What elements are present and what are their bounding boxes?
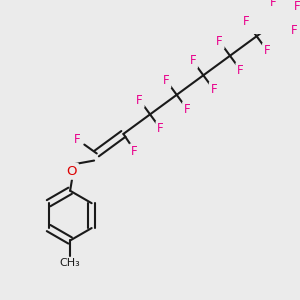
Text: F: F	[157, 122, 164, 135]
Text: F: F	[269, 0, 276, 9]
Text: F: F	[190, 55, 196, 68]
Text: F: F	[264, 44, 271, 57]
Text: F: F	[136, 94, 143, 106]
Text: F: F	[294, 0, 300, 13]
Text: F: F	[74, 133, 80, 146]
Text: F: F	[131, 145, 137, 158]
Text: F: F	[216, 35, 223, 48]
Text: F: F	[290, 25, 297, 38]
Text: CH₃: CH₃	[60, 258, 80, 268]
Text: F: F	[211, 83, 217, 96]
Text: O: O	[67, 165, 77, 178]
Text: F: F	[237, 64, 244, 76]
Text: F: F	[184, 103, 190, 116]
Text: F: F	[243, 15, 249, 28]
Text: F: F	[163, 74, 169, 87]
